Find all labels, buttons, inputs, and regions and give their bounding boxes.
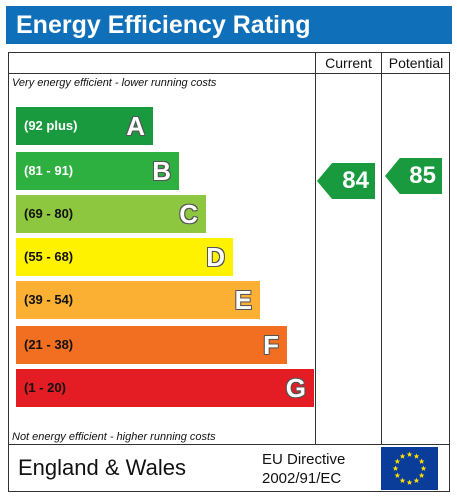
eu-star-icon <box>413 453 420 459</box>
eu-stars <box>392 451 427 485</box>
band-a: (92 plus) A <box>16 107 153 145</box>
band-letter: G <box>285 373 306 403</box>
eu-flag-icon <box>381 447 438 490</box>
directive-line-2: 2002/91/EC <box>262 470 342 487</box>
rating-frame <box>8 52 450 492</box>
page-title: Energy Efficiency Rating <box>16 11 311 39</box>
eu-star-icon <box>394 458 401 464</box>
band-letter: E <box>234 285 252 315</box>
band-letter: A <box>126 111 145 141</box>
band-letter: B <box>152 156 171 186</box>
directive-label: EU Directive 2002/91/EC <box>262 450 345 488</box>
band-range-label: (1 - 20) <box>24 380 66 395</box>
band-f: (21 - 38) F <box>16 326 287 364</box>
divider-current <box>315 52 316 444</box>
title-bar: Energy Efficiency Rating <box>6 6 452 44</box>
band-range-label: (39 - 54) <box>24 292 74 307</box>
eu-star-icon <box>418 458 425 464</box>
eu-star-icon <box>413 477 420 484</box>
footer-divider <box>8 444 450 445</box>
caption-bottom: Not energy efficient - higher running co… <box>12 431 216 443</box>
band-range-label: (92 plus) <box>24 118 78 133</box>
eu-star-icon <box>420 465 427 471</box>
eu-star-icon <box>399 453 406 459</box>
current-rating-value: 84 <box>342 167 369 194</box>
divider-potential <box>381 52 382 444</box>
current-column-header: Current <box>325 55 372 71</box>
band-letter: F <box>263 330 279 360</box>
band-letter: D <box>206 242 225 272</box>
band-b: (81 - 91) B <box>16 152 179 190</box>
band-range-label: (21 - 38) <box>24 337 74 352</box>
eu-star-icon <box>392 465 399 471</box>
band-e: (39 - 54) E <box>16 281 260 319</box>
band-c: (69 - 80) C <box>16 195 206 233</box>
country-label: England & Wales <box>18 455 186 480</box>
eu-star-icon <box>394 472 401 478</box>
band-d: (55 - 68) D <box>16 238 233 276</box>
band-range-label: (55 - 68) <box>24 249 74 264</box>
band-range-label: (69 - 80) <box>24 206 74 221</box>
eu-star-icon <box>406 451 413 457</box>
directive-line-1: EU Directive <box>262 451 346 468</box>
eu-star-icon <box>399 477 406 484</box>
band-range-label: (81 - 91) <box>24 163 74 178</box>
potential-rating-value: 85 <box>409 162 436 189</box>
potential-column-header: Potential <box>388 55 444 71</box>
eu-star-icon <box>418 472 425 478</box>
caption-top: Very energy efficient - lower running co… <box>12 77 217 89</box>
header-divider <box>8 73 450 74</box>
band-letter: C <box>179 199 198 229</box>
band-g: (1 - 20) G <box>16 369 314 407</box>
eu-star-icon <box>406 479 413 485</box>
